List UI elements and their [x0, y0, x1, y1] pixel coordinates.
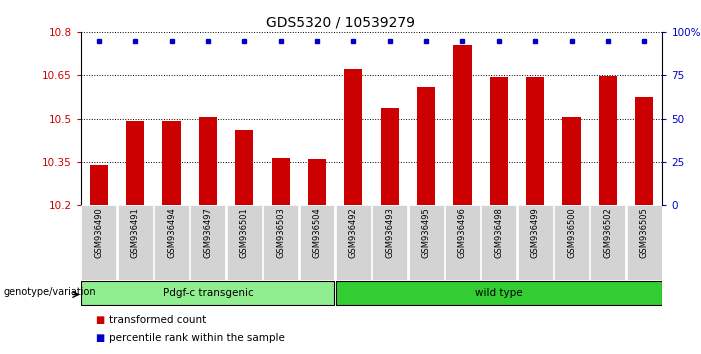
- Text: GSM936501: GSM936501: [240, 207, 249, 258]
- Bar: [417, 87, 435, 205]
- Text: GSM936505: GSM936505: [640, 207, 648, 258]
- Text: GSM936503: GSM936503: [276, 207, 285, 258]
- Text: GDS5320 / 10539279: GDS5320 / 10539279: [266, 16, 416, 30]
- Bar: [336, 205, 371, 280]
- Bar: [299, 205, 334, 280]
- Text: GSM936494: GSM936494: [167, 207, 176, 258]
- Bar: [482, 205, 516, 280]
- Text: GSM936497: GSM936497: [203, 207, 212, 258]
- Bar: [445, 205, 480, 280]
- Bar: [562, 117, 580, 205]
- Bar: [118, 205, 153, 280]
- Bar: [227, 205, 261, 280]
- Text: GSM936491: GSM936491: [130, 207, 139, 258]
- Text: GSM936496: GSM936496: [458, 207, 467, 258]
- Text: GSM936498: GSM936498: [494, 207, 503, 258]
- Bar: [163, 121, 181, 205]
- Bar: [526, 77, 544, 205]
- Bar: [599, 76, 617, 205]
- Text: ■: ■: [95, 315, 104, 325]
- Bar: [336, 281, 662, 305]
- Bar: [90, 165, 108, 205]
- Bar: [154, 205, 189, 280]
- Bar: [590, 205, 625, 280]
- Bar: [409, 205, 444, 280]
- Text: GSM936495: GSM936495: [421, 207, 430, 258]
- Bar: [271, 158, 290, 205]
- Text: GSM936504: GSM936504: [313, 207, 322, 258]
- Bar: [126, 121, 144, 205]
- Text: wild type: wild type: [475, 288, 523, 298]
- Text: GSM936493: GSM936493: [386, 207, 394, 258]
- Bar: [199, 117, 217, 205]
- Bar: [235, 130, 253, 205]
- Bar: [490, 77, 508, 205]
- Bar: [627, 205, 662, 280]
- Text: GSM936499: GSM936499: [531, 207, 540, 258]
- Text: GSM936500: GSM936500: [567, 207, 576, 258]
- Bar: [372, 205, 407, 280]
- Bar: [554, 205, 589, 280]
- Text: transformed count: transformed count: [109, 315, 206, 325]
- Text: percentile rank within the sample: percentile rank within the sample: [109, 333, 285, 343]
- Text: ■: ■: [95, 333, 104, 343]
- Text: GSM936490: GSM936490: [95, 207, 103, 258]
- Bar: [518, 205, 552, 280]
- Text: Pdgf-c transgenic: Pdgf-c transgenic: [163, 288, 253, 298]
- Bar: [308, 159, 326, 205]
- Bar: [635, 97, 653, 205]
- Text: GSM936492: GSM936492: [349, 207, 358, 258]
- Text: genotype/variation: genotype/variation: [4, 287, 96, 297]
- Bar: [381, 108, 399, 205]
- Bar: [81, 281, 334, 305]
- Bar: [263, 205, 298, 280]
- Bar: [191, 205, 225, 280]
- Bar: [344, 69, 362, 205]
- Bar: [81, 205, 116, 280]
- Text: GSM936502: GSM936502: [604, 207, 613, 258]
- Bar: [454, 45, 472, 205]
